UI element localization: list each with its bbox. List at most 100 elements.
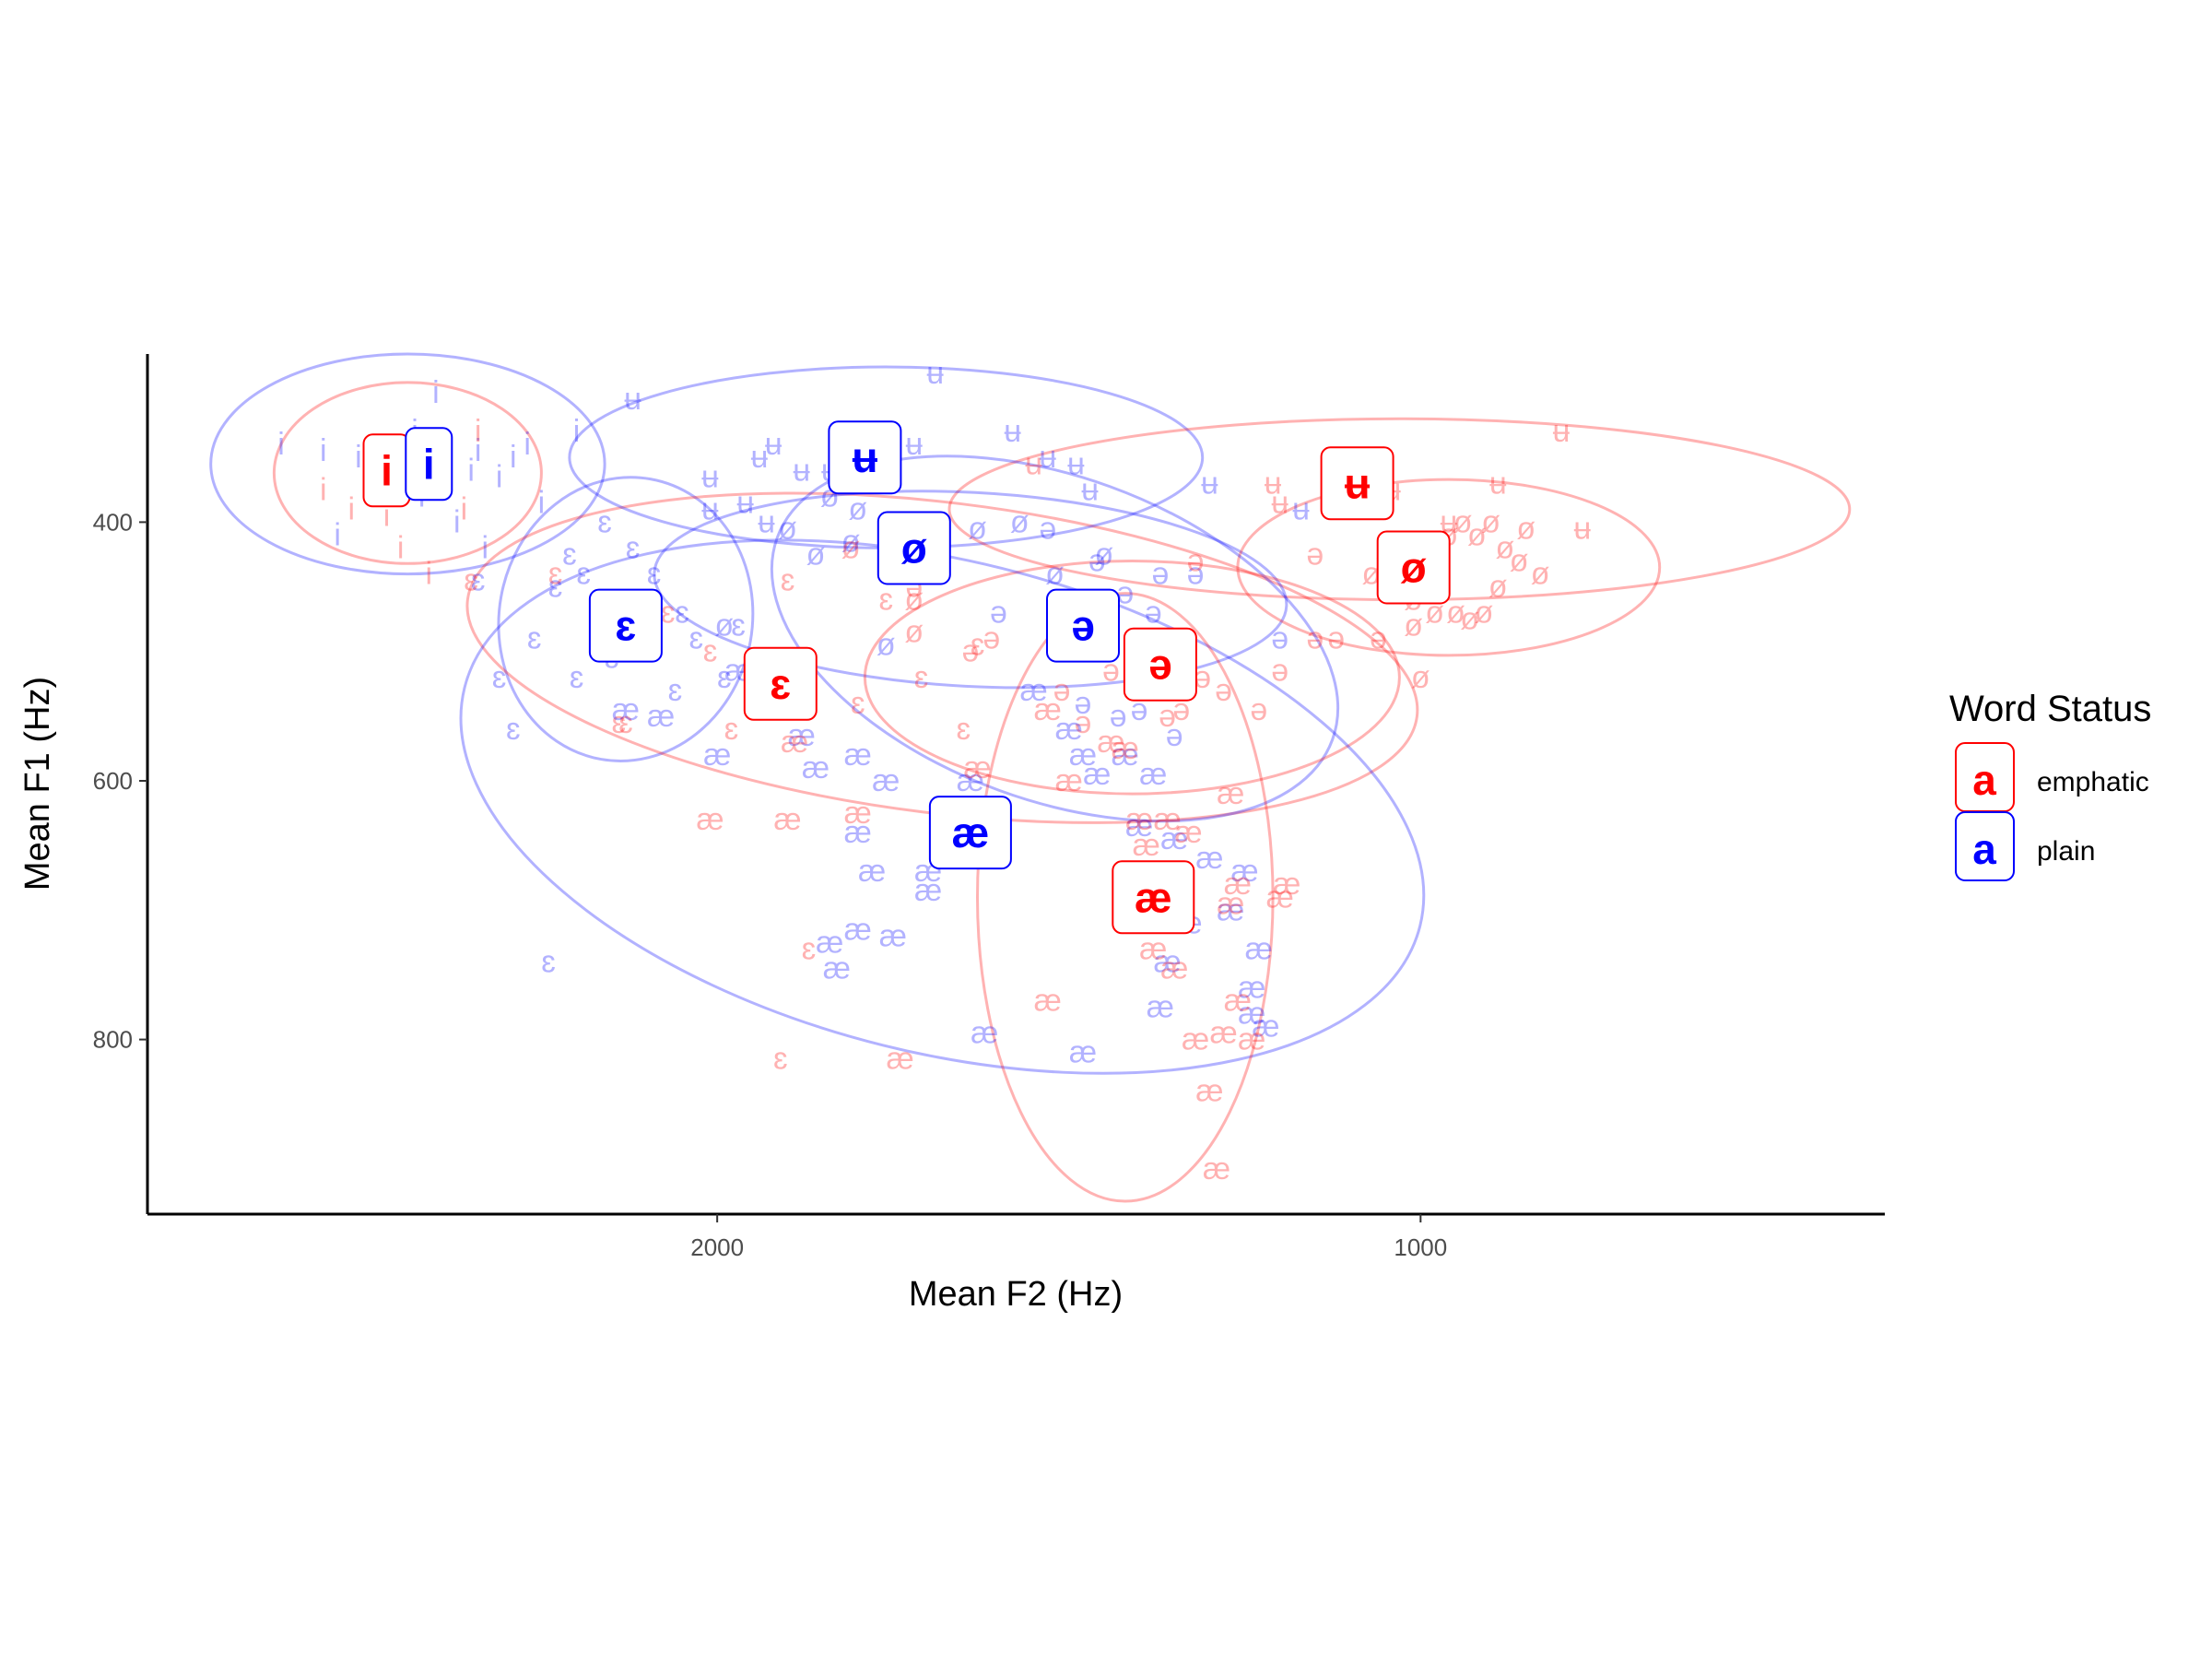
point-plain-barred-u: ʉ — [765, 427, 782, 462]
point-plain-ae: æ — [1069, 1035, 1097, 1070]
point-emphatic-ae: æ — [844, 796, 872, 831]
point-plain-ae: æ — [647, 699, 675, 734]
point-emphatic-o-slash: ø — [1362, 557, 1382, 592]
point-emphatic-ae: æ — [1097, 725, 1124, 760]
point-emphatic-o-slash: ø — [1475, 596, 1494, 631]
point-plain-schwa: ə — [1088, 544, 1106, 579]
mean-label-emphatic-i: i — [362, 433, 411, 508]
point-plain-epsilon: ɛ — [647, 557, 662, 592]
point-emphatic-ae: æ — [1238, 1022, 1265, 1057]
point-plain-epsilon: ɛ — [717, 660, 732, 695]
point-plain-schwa: ə — [1039, 511, 1056, 546]
legend-item-emphatic: a emphatic — [1955, 742, 2149, 812]
mean-label-plain-barred-u: ʉ — [828, 420, 902, 495]
point-plain-ae: æ — [1112, 738, 1139, 773]
point-plain-ae: æ — [802, 750, 830, 785]
point-plain-i: i — [467, 453, 475, 488]
point-plain-i: i — [510, 440, 517, 475]
point-plain-ae: æ — [879, 918, 907, 953]
mean-label-plain-epsilon: ɛ — [588, 588, 663, 663]
mean-label-box — [1320, 446, 1394, 521]
mean-label-box — [1112, 860, 1195, 935]
x-ticks: 2000 1000 — [690, 1214, 1447, 1261]
point-emphatic-epsilon: ɛ — [773, 1042, 788, 1077]
ellipse-emphatic-schwa — [863, 560, 1401, 796]
point-plain-schwa: ə — [1166, 718, 1183, 753]
point-plain-o-slash: ø — [848, 491, 867, 526]
point-plain-ae: æ — [823, 950, 851, 985]
point-plain-epsilon: ɛ — [541, 944, 556, 979]
point-emphatic-o-slash: ø — [1404, 608, 1423, 643]
point-plain-epsilon: ɛ — [576, 557, 591, 592]
point-plain-o-slash: ø — [1045, 557, 1065, 592]
point-emphatic-barred-u: ʉ — [1265, 466, 1282, 501]
point-plain-ae: æ — [1195, 841, 1223, 876]
point-plain-o-slash: ø — [968, 511, 987, 546]
point-plain-epsilon: ɛ — [506, 712, 521, 747]
point-plain-schwa: ə — [1110, 699, 1127, 734]
mean-label-plain-ae: æ — [928, 796, 1012, 870]
point-plain-i: i — [482, 531, 489, 566]
point-emphatic-schwa: ə — [1306, 537, 1324, 572]
point-plain-barred-u: ʉ — [1201, 466, 1218, 501]
y-ticks: 400 600 800 — [93, 508, 147, 1054]
point-emphatic-ae: æ — [1160, 950, 1188, 985]
point-plain-ae: æ — [1230, 854, 1258, 889]
point-plain-barred-u: ʉ — [793, 453, 810, 488]
point-plain-barred-u: ʉ — [926, 356, 944, 391]
point-emphatic-ae: æ — [1224, 867, 1252, 902]
legend-key-glyph-plain: a — [1972, 825, 1996, 873]
point-plain-o-slash: ø — [877, 628, 896, 663]
mean-label-emphatic-barred-u: ʉ — [1320, 446, 1394, 521]
point-plain-i: i — [355, 440, 362, 475]
ellipses-layer — [209, 352, 1852, 1203]
point-emphatic-o-slash: ø — [1446, 596, 1465, 631]
point-emphatic-schwa: ə — [1075, 705, 1092, 740]
mean-label-glyph: æ — [951, 808, 989, 856]
point-plain-barred-u: ʉ — [905, 427, 923, 462]
point-emphatic-schwa: ə — [1187, 544, 1205, 579]
point-emphatic-schwa: ə — [1159, 699, 1176, 734]
point-emphatic-ae: æ — [1139, 931, 1167, 966]
point-plain-barred-u: ʉ — [1292, 491, 1310, 526]
point-emphatic-ae: æ — [1217, 886, 1244, 921]
point-emphatic-o-slash: ø — [1453, 504, 1473, 539]
point-emphatic-o-slash: ø — [904, 583, 924, 618]
point-emphatic-schwa: ə — [1306, 621, 1324, 656]
point-plain-ae: æ — [1217, 892, 1244, 927]
point-plain-i: i — [277, 427, 285, 462]
mean-label-plain-o-slash: ø — [877, 511, 951, 585]
point-emphatic-o-slash: ø — [1488, 570, 1508, 605]
point-emphatic-ae: æ — [1174, 815, 1202, 850]
point-emphatic-ae: æ — [1203, 1151, 1230, 1186]
point-emphatic-o-slash: ø — [1467, 517, 1487, 552]
point-emphatic-epsilon: ɛ — [703, 634, 718, 669]
point-plain-ae: æ — [844, 815, 872, 850]
ellipse-emphatic-ae — [976, 592, 1275, 1203]
point-emphatic-barred-u: ʉ — [1025, 446, 1042, 481]
point-emphatic-i: i — [348, 491, 356, 526]
ellipse-emphatic-i — [272, 381, 543, 565]
point-plain-schwa: ə — [1075, 686, 1092, 721]
legend-title: Word Status — [1949, 689, 2151, 729]
mean-label-box — [828, 420, 902, 495]
point-plain-ae: æ — [844, 912, 872, 947]
point-plain-ae: æ — [858, 854, 886, 889]
point-plain-epsilon: ɛ — [548, 570, 563, 605]
point-plain-barred-u: ʉ — [624, 382, 641, 417]
mean-label-box — [877, 511, 951, 585]
legend-item-plain: a plain — [1955, 811, 2095, 881]
point-plain-i: i — [496, 459, 503, 494]
point-plain-ae: æ — [872, 763, 900, 798]
point-plain-barred-u: ʉ — [1039, 440, 1056, 475]
legend-key-glyph-emphatic: a — [1972, 756, 1996, 804]
point-plain-i: i — [453, 504, 461, 539]
point-plain-epsilon: ɛ — [675, 596, 689, 631]
legend: Word Status a emphatic a plain — [1949, 689, 2151, 881]
mean-label-emphatic-o-slash: ø — [1376, 530, 1451, 605]
point-emphatic-ae: æ — [696, 802, 724, 837]
point-plain-epsilon: ɛ — [570, 660, 584, 695]
